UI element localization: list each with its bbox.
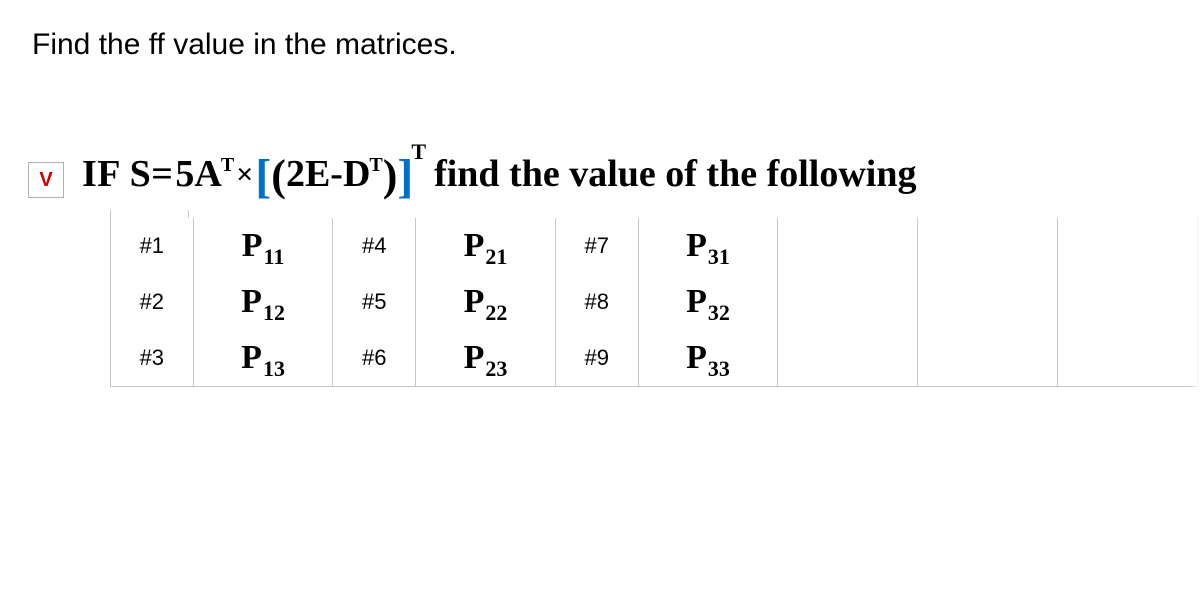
table-row: #3 P13 #6 P23 #9 P33 [111, 330, 1198, 387]
outer-transpose: T [411, 139, 426, 165]
empty-cell [918, 330, 1058, 387]
p-symbol: P [241, 339, 262, 376]
p-symbol: P [686, 227, 707, 264]
p-sub: 12 [263, 300, 285, 325]
p-sub: 22 [485, 300, 507, 325]
cell-num: #5 [333, 274, 416, 330]
empty-cell [918, 218, 1058, 274]
p-sub: 31 [708, 244, 730, 269]
p-sub: 21 [485, 244, 507, 269]
cell-val: P21 [416, 218, 556, 274]
page-root: Find the ff value in the matrices. V IF … [0, 0, 1200, 590]
p-table-body: #1 P11 #4 P21 #7 P31 [111, 218, 1198, 387]
cell-num: #6 [333, 330, 416, 387]
p-sub: 23 [485, 356, 507, 381]
tick-left [110, 210, 111, 218]
cell-val: P11 [193, 218, 333, 274]
formula-math: 5 A T × [ ( 2E-DT ) ] T [175, 152, 426, 196]
question-row: V IF S= 5 A T × [ ( 2E-DT ) ] T fin [28, 152, 1168, 196]
p-sub: 11 [264, 244, 285, 269]
p-table: #1 P11 #4 P21 #7 P31 [110, 218, 1198, 387]
p-sub: 13 [263, 356, 285, 381]
empty-cell [918, 274, 1058, 330]
p-symbol: P [242, 227, 263, 264]
p-symbol: P [464, 339, 485, 376]
instruction-text: Find the ff value in the matrices. [32, 28, 1168, 62]
p-symbol: P [464, 283, 485, 320]
inner-left: 2E-D [286, 153, 370, 195]
cell-val: P22 [416, 274, 556, 330]
formula-line: IF S= 5 A T × [ ( 2E-DT ) ] T find the v… [82, 152, 916, 196]
p-sub: 33 [708, 356, 730, 381]
matrix-A-transpose: T [221, 154, 234, 177]
empty-cell [1058, 330, 1198, 387]
p-symbol: P [686, 339, 707, 376]
p-sub: 32 [708, 300, 730, 325]
cell-num: #9 [555, 330, 638, 387]
inner-D-transpose: T [369, 154, 382, 176]
p-symbol: P [464, 227, 485, 264]
tick-col2 [188, 210, 189, 218]
coef: 5 [175, 152, 194, 196]
p-symbol: P [686, 283, 707, 320]
empty-cell [778, 218, 918, 274]
cell-val: P32 [638, 274, 778, 330]
empty-cell [1058, 218, 1198, 274]
bracket-group: [ ( 2E-DT ) ] [255, 152, 413, 196]
cell-val: P33 [638, 330, 778, 387]
cell-val: P23 [416, 330, 556, 387]
matrix-A: A [194, 152, 221, 196]
cell-num: #2 [111, 274, 194, 330]
times-symbol: × [236, 158, 253, 192]
inner-expr: 2E-DT [286, 152, 383, 196]
cell-val: P12 [193, 274, 333, 330]
formula-trailing: find the value of the following [434, 152, 916, 196]
formula-lead: IF S= [82, 152, 173, 196]
empty-cell [1058, 274, 1198, 330]
p-table-wrap: #1 P11 #4 P21 #7 P31 [110, 218, 1198, 387]
p-symbol: P [241, 283, 262, 320]
item-marker: V [28, 162, 64, 198]
table-row: #1 P11 #4 P21 #7 P31 [111, 218, 1198, 274]
empty-cell [778, 274, 918, 330]
table-row: #2 P12 #5 P22 #8 P32 [111, 274, 1198, 330]
cell-num: #8 [555, 274, 638, 330]
cell-val: P13 [193, 330, 333, 387]
cell-num: #3 [111, 330, 194, 387]
cell-num: #4 [333, 218, 416, 274]
empty-cell [778, 330, 918, 387]
cell-num: #1 [111, 218, 194, 274]
cell-val: P31 [638, 218, 778, 274]
cell-num: #7 [555, 218, 638, 274]
